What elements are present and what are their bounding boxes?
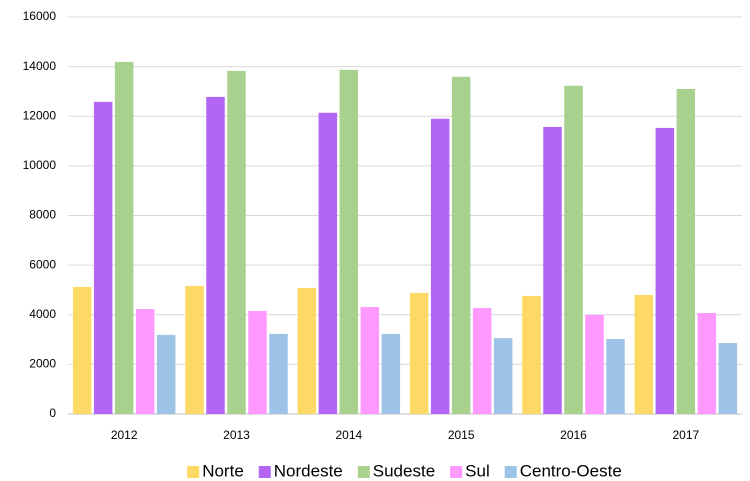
legend-swatch: [258, 466, 271, 478]
bar: [114, 61, 134, 415]
bar: [697, 313, 717, 414]
bar: [156, 334, 176, 414]
bar: [718, 343, 738, 414]
y-tick-label: 12000: [23, 108, 57, 122]
bar: [564, 85, 583, 414]
bar: [318, 112, 338, 415]
bar: [227, 70, 246, 414]
x-tick-label: 2013: [223, 428, 250, 442]
bar: [360, 307, 380, 414]
bar: [655, 127, 675, 415]
legend-swatch: [450, 466, 463, 478]
legend-swatch: [187, 466, 200, 478]
bar: [248, 311, 267, 414]
bar: [430, 118, 450, 414]
legend-label: Norte: [202, 461, 244, 480]
bar: [135, 309, 155, 414]
y-tick-label: 16000: [23, 9, 57, 23]
bar: [409, 292, 429, 414]
bar: [634, 294, 654, 414]
bar: [269, 333, 288, 414]
bar: [472, 308, 492, 414]
bar: [543, 126, 562, 414]
bar: [493, 338, 513, 414]
bar: [297, 287, 317, 414]
y-tick-label: 10000: [23, 158, 57, 172]
y-tick-label: 6000: [29, 257, 56, 271]
bar: [585, 314, 604, 414]
legend-label: Centro-Oeste: [520, 461, 622, 480]
y-tick-label: 4000: [29, 307, 56, 321]
bar: [185, 285, 204, 414]
bar: [522, 295, 541, 414]
bar: [339, 69, 359, 415]
legend-label: Sudeste: [373, 461, 435, 480]
x-tick-label: 2016: [560, 428, 587, 442]
y-tick-label: 2000: [29, 357, 56, 371]
x-tick-label: 2017: [672, 428, 699, 442]
legend-swatch: [357, 466, 370, 478]
bar: [206, 96, 225, 415]
legend-label: Sul: [465, 461, 490, 480]
x-tick-label: 2014: [335, 428, 362, 442]
bar: [72, 286, 92, 414]
x-tick-label: 2015: [448, 428, 475, 442]
legend-label: Nordeste: [274, 461, 343, 480]
bar: [93, 101, 113, 414]
legend-swatch: [504, 466, 517, 478]
y-tick-label: 8000: [29, 208, 56, 222]
y-tick-label: 14000: [23, 59, 57, 73]
x-tick-label: 2012: [111, 428, 138, 442]
y-tick-label: 0: [49, 406, 56, 420]
bar: [451, 76, 471, 414]
bar: [676, 88, 696, 415]
bar: [381, 333, 401, 414]
bar: [606, 339, 625, 414]
